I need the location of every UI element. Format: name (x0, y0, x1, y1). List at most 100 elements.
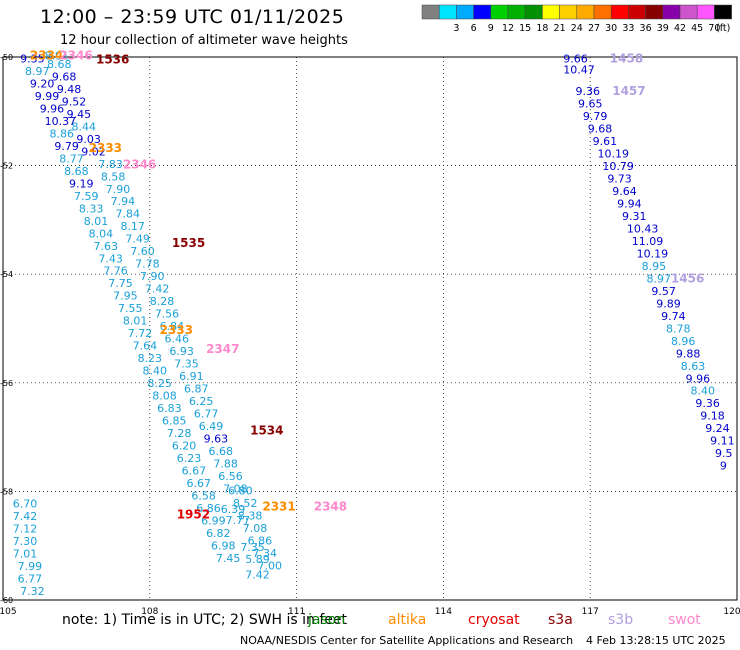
wave-height-value: 7.08 (223, 482, 248, 495)
wave-height-value: 9.66 (563, 52, 588, 65)
wave-height-value: 10.37 (45, 115, 77, 128)
wave-height-value: 9.35 (20, 52, 45, 65)
legend-tick-label: 45 (691, 23, 703, 34)
wave-height-value: 8.01 (84, 215, 109, 228)
wave-height-value: 8.04 (89, 227, 114, 240)
wave-height-value: 7.72 (128, 327, 153, 340)
wave-height-value: 7.63 (94, 240, 119, 253)
wave-height-value: 9.74 (661, 310, 686, 323)
wave-height-value: 6.84 (160, 320, 185, 333)
pass-number-label: 2348 (314, 499, 347, 513)
wave-height-value: 7.12 (13, 523, 38, 536)
legend-tick-label: 33 (622, 23, 634, 34)
wave-height-value: 6.87 (184, 383, 209, 396)
wave-height-value: 6.91 (179, 370, 204, 383)
wave-height-value: 7.77 (226, 514, 251, 527)
wave-height-value: 8.25 (147, 377, 172, 390)
wave-height-value: 8.44 (72, 120, 97, 133)
legend-tick-label: 27 (588, 23, 600, 34)
pass-number-label: 2331 (262, 499, 295, 513)
legend-tick-label: 3 (453, 23, 459, 34)
timestamp-text: 4 Feb 13:28:15 UTC 2025 (586, 634, 726, 647)
wave-height-value: 7.94 (111, 195, 136, 208)
pass-number-label: 1534 (250, 423, 283, 437)
wave-height-value: 6.58 (191, 490, 216, 503)
wave-height-value: 8.17 (120, 220, 145, 233)
credit-text: NOAA/NESDIS Center for Satellite Applica… (240, 634, 574, 647)
wave-height-value: 7.84 (116, 208, 140, 221)
wave-height-value: 8.68 (47, 58, 72, 71)
lon-tick-label: 111 (288, 607, 305, 617)
wave-height-value: 6.86 (196, 502, 221, 515)
wave-height-value: 9.73 (607, 172, 632, 185)
legend-tick-label: 18 (536, 23, 548, 34)
wave-height-value: 10.19 (598, 147, 630, 160)
legend-tick-label: 12 (502, 23, 514, 34)
wave-height-value: 6.70 (13, 498, 38, 511)
wave-height-value: 6.49 (199, 420, 224, 433)
wave-height-value: 8.86 (49, 127, 73, 140)
wave-height-value: 9.20 (30, 77, 55, 90)
wave-height-value: 8.68 (64, 165, 89, 178)
wave-height-value: 9.99 (35, 90, 60, 103)
lat-tick-label: -50 (0, 53, 13, 62)
wave-height-value: 9.03 (76, 133, 101, 146)
wave-height-value: 7.28 (167, 427, 192, 440)
satellite-legend-jason: jason (308, 612, 346, 628)
wave-height-value: 8.40 (691, 385, 716, 398)
wave-height-value: 6.68 (209, 445, 234, 458)
wave-height-value: 9.68 (52, 70, 77, 83)
wave-height-value: 7.90 (106, 183, 131, 196)
wave-height-value: 9.19 (69, 177, 94, 190)
wave-height-value: 9.11 (710, 435, 735, 448)
wave-height-value: 6.20 (172, 440, 197, 453)
pass-number-label: 1456 (671, 271, 704, 285)
wave-height-value: 9.48 (57, 83, 82, 96)
legend-tick-label: 36 (640, 23, 652, 34)
wave-height-value: 7.64 (133, 340, 158, 353)
wave-height-value: 8.28 (150, 295, 175, 308)
wave-height-value: 9.79 (54, 140, 79, 153)
wave-height-value: 8.96 (671, 335, 696, 348)
wave-height-value: 9.63 (204, 433, 229, 446)
satellite-legend-altika: altika (388, 612, 427, 628)
wave-height-value: 8.95 (642, 260, 667, 273)
wave-height-value: 8.40 (142, 365, 167, 378)
wave-height-value: 11.09 (632, 235, 664, 248)
wave-height-value: 10.47 (563, 63, 595, 76)
wave-height-value: 7.76 (103, 265, 128, 278)
wave-height-value: 6.85 (162, 415, 187, 428)
map-frame (2, 56, 738, 601)
wave-height-value: 7.55 (118, 302, 143, 315)
wave-height-value: 10.79 (602, 160, 634, 173)
wave-height-value: 7.95 (113, 290, 138, 303)
wave-height-value: 8.08 (152, 390, 177, 403)
pass-number-label: 1952 (177, 508, 210, 522)
wave-height-value: 7.08 (243, 522, 267, 535)
wave-height-value: 6.25 (189, 395, 214, 408)
wave-height-value: 6.56 (218, 470, 243, 483)
wave-height-value: 8.91 (45, 50, 70, 63)
lat-tick-label: -56 (0, 379, 13, 388)
legend-tick-label: 70 (708, 23, 720, 34)
wave-height-value: 8.23 (138, 352, 163, 365)
satellite-legend-swot: swot (668, 612, 701, 628)
wave-height-value: 7.60 (130, 245, 155, 258)
wave-height-value: 6.99 (201, 515, 226, 528)
wave-height-value: 6.77 (18, 573, 43, 586)
wave-height-value: 7.35 (174, 358, 199, 371)
pass-number-label: 1536 (96, 53, 129, 67)
wave-height-value: 7.01 (13, 548, 38, 561)
legend-tick-label: 9 (488, 23, 494, 34)
wave-height-value: 7.90 (140, 270, 165, 283)
wave-height-value: 9.24 (705, 422, 730, 435)
wave-height-value: 7.99 (18, 560, 43, 573)
wave-height-value: 8.38 (238, 510, 263, 523)
note-text: note: 1) Time is in UTC; 2) SWH is in fe… (62, 612, 348, 628)
wave-height-value: 8.77 (59, 152, 83, 165)
lat-tick-label: -60 (0, 596, 13, 605)
page-subtitle: 12 hour collection of altimeter wave hei… (60, 33, 348, 48)
legend-tick-label: 21 (554, 23, 566, 34)
wave-height-value: 6.67 (187, 477, 212, 490)
wave-height-value: 6.86 (248, 535, 273, 548)
